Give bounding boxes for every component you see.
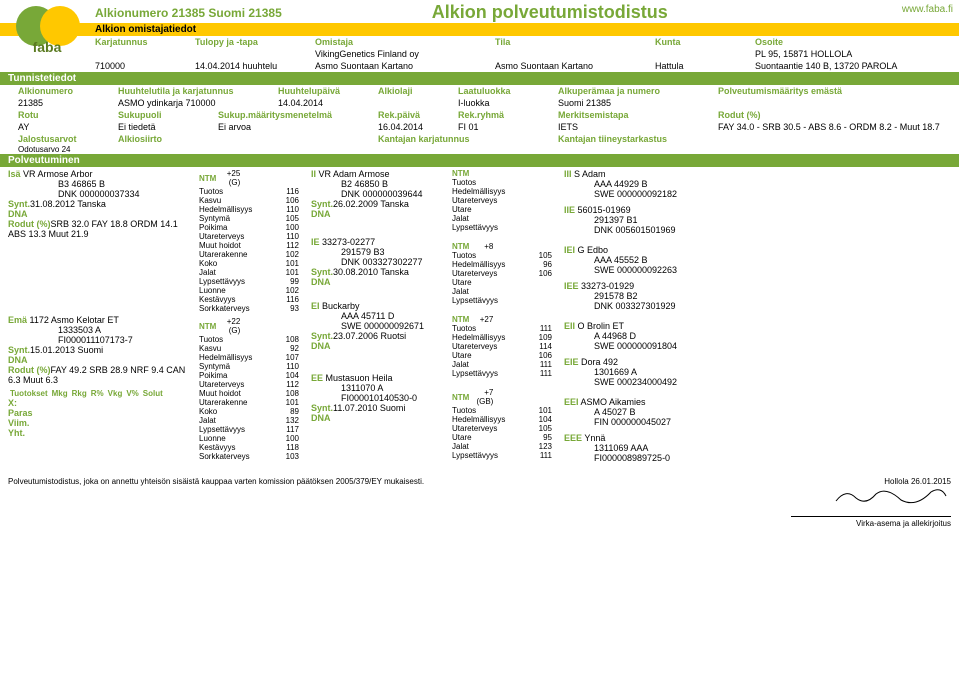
ped-ie: IE 33273-02277 291579 B3 DNK 00332730227… (311, 237, 446, 287)
id-row: 21385 ASMO ydinkarja 710000 14.04.2014 I… (0, 97, 959, 109)
ped-iii: III S AdamAAA 44929 BSWE 000000092182 (564, 169, 714, 199)
faba-logo: faba (8, 4, 86, 56)
doc-title: Alkion polveutumistodistus (432, 2, 668, 23)
ped-eie: EIE Dora 4921301669 ASWE 000234000492 (564, 357, 714, 387)
site-url: www.faba.fi (902, 4, 953, 15)
hdr-omistaja: Omistaja (315, 37, 495, 47)
footer-note: Polveutumistodistus, joka on annettu yht… (8, 477, 424, 528)
ped-isa: Isä VR Armose Arbor B3 46865 B DNK 00000… (8, 169, 193, 239)
ema-stats: NTM+22 (G) (197, 317, 242, 335)
hdr-kunta: Kunta (655, 37, 755, 47)
ped-ee: EE Mustasuon Heila 1311070 A FI000010140… (311, 373, 446, 423)
ped-eii: EII O Brolin ETA 44968 DSWE 000000091804 (564, 321, 714, 351)
section-owner: Alkion omistajatiedot (0, 23, 959, 36)
odotusarvo: Odotusarvo 24 (0, 145, 959, 154)
ped-ei: EI Buckarby AAA 45711 D SWE 000000092671… (311, 301, 446, 351)
ped-iei: IEI G EdboAAA 45552 BSWE 000000092263 (564, 245, 714, 275)
hdr-tila: Tila (495, 37, 655, 47)
signature-block: Hollola 26.01.2015 Virka-asema ja alleki… (791, 477, 951, 528)
isa-stats: NTM+25 (G) (197, 169, 242, 187)
svg-text:faba: faba (33, 39, 62, 55)
section-id: Tunnistetiedot (0, 72, 959, 85)
tuotokset-table: TuotoksetMkgRkgR%VkgV%Solut (8, 389, 165, 398)
owner-row-0: VikingGenetics Finland oy PL 95, 15871 H… (0, 48, 959, 60)
ped-iee: IEE 33273-01929291578 B2DNK 003327301929 (564, 281, 714, 311)
ped-ii: II VR Adam Armose B2 46850 B DNK 0000000… (311, 169, 446, 219)
ped-iie: IIE 56015-01969291397 B1DNK 005601501969 (564, 205, 714, 235)
id-row2: AY Ei tiedetä Ei arvoa 16.04.2014 FI 01 … (0, 121, 959, 133)
signature-icon (831, 486, 951, 508)
ped-eee: EEE Ynnä1311069 AAAFI000008989725-0 (564, 433, 714, 463)
section-polv: Polveutuminen (0, 154, 959, 167)
ped-eei: EEI ASMO AikamiesA 45027 BFIN 0000000450… (564, 397, 714, 427)
hdr-osoite: Osoite (755, 37, 955, 47)
pedigree-grid: Isä VR Armose Arbor B3 46865 B DNK 00000… (0, 167, 959, 471)
owner-row-1: 710000 14.04.2014 huuhtelu Asmo Suontaan… (0, 60, 959, 72)
doc-subtitle: Alkionumero 21385 Suomi 21385 (95, 6, 282, 20)
ped-ema: Emä 1172 Asmo Kelotar ET 1333503 A FI000… (8, 315, 193, 438)
hdr-karjatunnus: Karjatunnus (95, 37, 195, 47)
hdr-tulopy: Tulopy ja -tapa (195, 37, 315, 47)
